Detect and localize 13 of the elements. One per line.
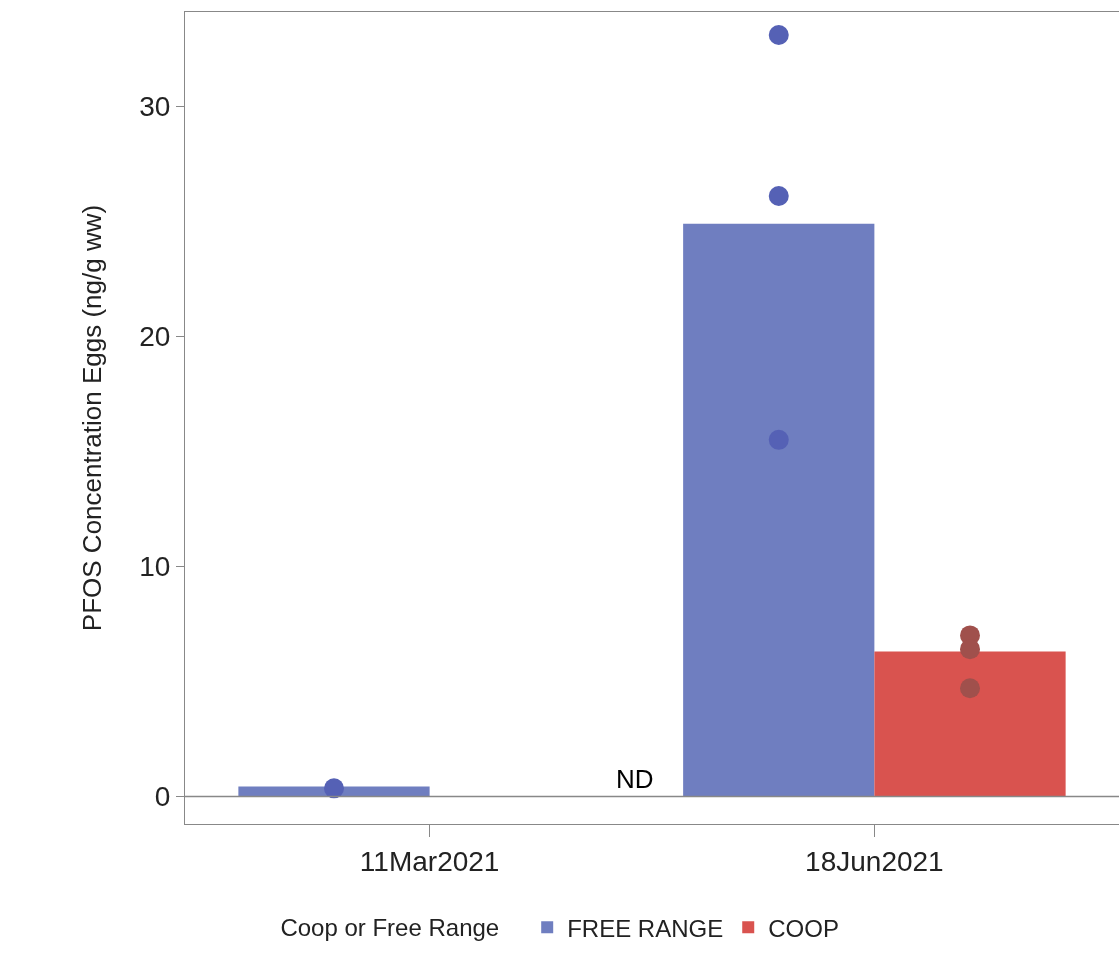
y-tick-label: 10 <box>139 551 171 583</box>
y-tick-label: 20 <box>139 321 171 353</box>
y-tick-label: 30 <box>139 91 171 123</box>
y-tick-label: 0 <box>154 781 171 813</box>
legend-title: Coop or Free Range <box>280 914 520 942</box>
bar <box>874 651 1066 797</box>
x-tick-label: 11Mar2021 <box>359 845 500 877</box>
legend-label: FREE RANGE <box>567 914 724 942</box>
annotation: ND <box>616 764 654 794</box>
y-axis-title: PFOS Concentration Eggs (ng/g ww) <box>76 204 107 632</box>
bar <box>683 223 875 797</box>
legend-label: COOP <box>768 914 839 942</box>
x-tick-label: 18Jun2021 <box>805 845 944 877</box>
